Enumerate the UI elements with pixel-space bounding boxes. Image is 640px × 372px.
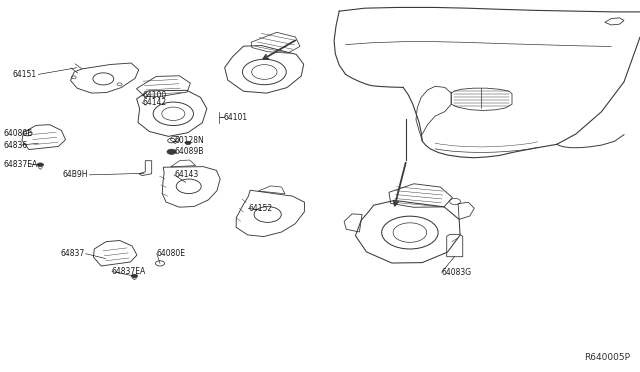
Circle shape <box>185 141 191 145</box>
Text: 64837: 64837 <box>60 249 84 258</box>
Text: 64152: 64152 <box>248 204 273 213</box>
Text: 64142: 64142 <box>142 98 166 107</box>
Text: 64080E: 64080E <box>3 129 32 138</box>
Text: 64837EA: 64837EA <box>112 267 147 276</box>
Text: 64151: 64151 <box>13 70 37 79</box>
Circle shape <box>167 149 176 154</box>
Text: 64B9H: 64B9H <box>63 170 88 179</box>
Text: 64143: 64143 <box>174 170 198 179</box>
Text: 64100: 64100 <box>142 92 166 100</box>
Text: 64089B: 64089B <box>174 147 204 156</box>
Text: 64836: 64836 <box>3 141 28 150</box>
Circle shape <box>37 163 44 167</box>
Text: R640005P: R640005P <box>584 353 630 362</box>
Text: 64837EA: 64837EA <box>3 160 38 169</box>
Circle shape <box>131 274 138 278</box>
Text: 64083G: 64083G <box>442 268 472 277</box>
Text: 60128N: 60128N <box>174 136 204 145</box>
Text: 64080E: 64080E <box>157 249 186 258</box>
Text: 64101: 64101 <box>224 113 248 122</box>
